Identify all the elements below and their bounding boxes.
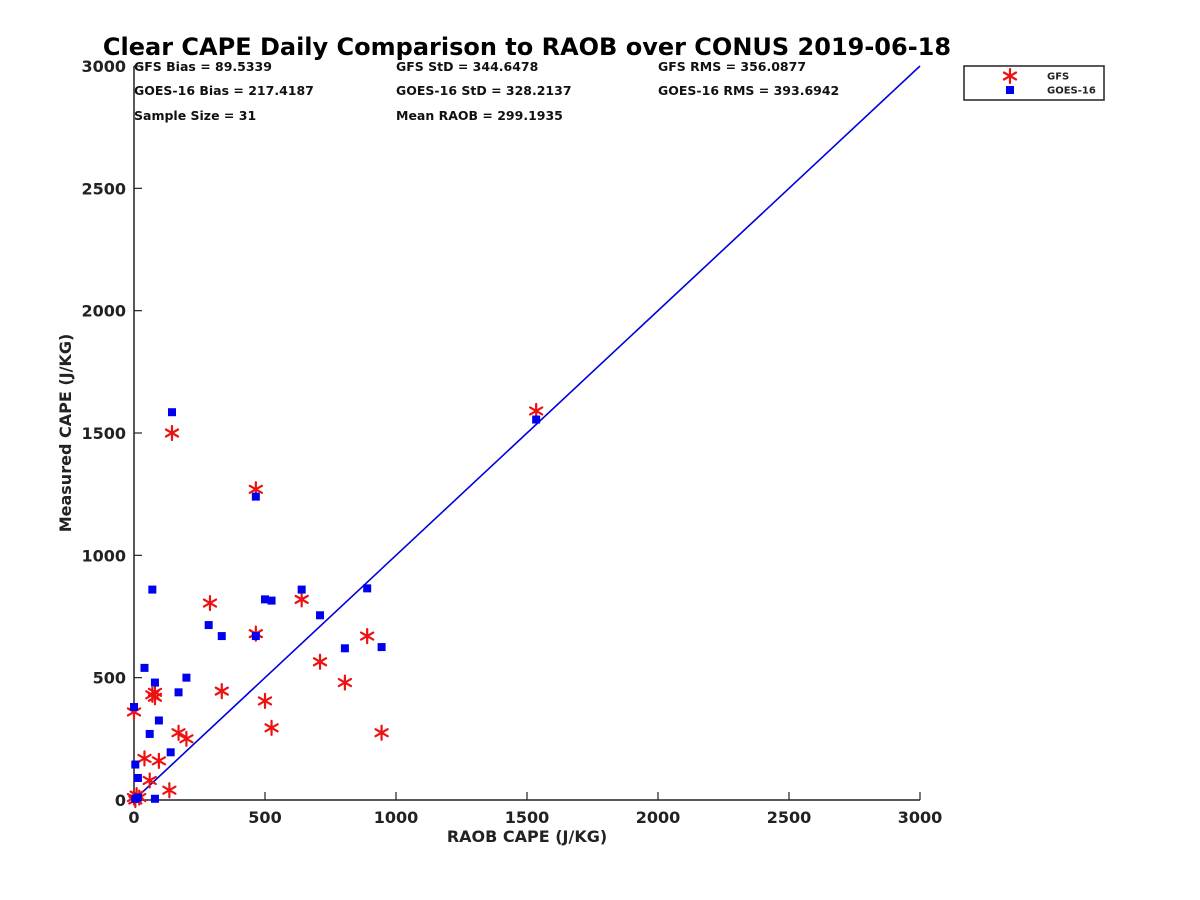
stat-text: GOES-16 Bias = 217.4187 xyxy=(134,83,314,98)
goes16-point xyxy=(363,584,372,593)
goes16-point xyxy=(150,678,159,687)
gfs-point xyxy=(360,627,375,645)
legend-marker-gfs xyxy=(1002,67,1018,85)
x-ticks: 0 500 1000 1500 2000 2500 3000 xyxy=(128,792,942,827)
goes16-point xyxy=(340,644,349,653)
gfs-point xyxy=(257,692,273,710)
legend-label: GFS xyxy=(1047,72,1069,83)
x-tick-label: 1000 xyxy=(374,808,419,827)
y-ticks: 0 500 1000 1500 2000 2500 3000 xyxy=(81,57,142,810)
y-tick-label: 500 xyxy=(93,669,126,688)
y-tick-label: 0 xyxy=(115,791,126,810)
one-to-one-line xyxy=(133,65,921,801)
x-tick-label: 500 xyxy=(248,808,281,827)
goes16-point xyxy=(133,793,142,802)
x-tick-label: 0 xyxy=(128,808,139,827)
data-points xyxy=(126,402,544,809)
goes16-point xyxy=(167,408,176,417)
goes16-point xyxy=(182,673,191,682)
chart-title: Clear CAPE Daily Comparison to RAOB over… xyxy=(103,33,951,61)
goes16-point xyxy=(154,716,163,725)
x-tick-label: 3000 xyxy=(898,808,943,827)
stat-text: GOES-16 StD = 328.2137 xyxy=(396,83,572,98)
stat-text: Sample Size = 31 xyxy=(134,108,256,123)
y-axis-label: Measured CAPE (J/KG) xyxy=(56,334,75,533)
gfs-point xyxy=(179,730,194,747)
y-tick-label: 3000 xyxy=(81,57,126,76)
legend: GFS GOES-16 xyxy=(963,65,1105,101)
goes16-point xyxy=(130,703,138,712)
x-tick-label: 1500 xyxy=(505,808,550,827)
goes16-point xyxy=(267,596,276,605)
stats-panel: GFS Bias = 89.5339 GFS StD = 344.6478 GFS … xyxy=(134,59,839,123)
gfs-point xyxy=(214,683,229,700)
stat-text: GOES-16 RMS = 393.6942 xyxy=(658,83,839,98)
legend-marker-goes16 xyxy=(1006,86,1014,94)
goes16-point xyxy=(251,492,260,501)
legend-box xyxy=(963,65,1105,101)
goes16-point xyxy=(140,663,149,672)
goes16-point xyxy=(297,585,306,594)
gfs-point xyxy=(162,782,177,799)
stat-text: GFS StD = 344.6478 xyxy=(396,59,538,74)
goes16-point xyxy=(261,595,269,604)
y-tick-label: 2000 xyxy=(81,302,126,321)
legend-label: GOES-16 xyxy=(1047,86,1096,97)
gfs-point xyxy=(171,724,186,741)
gfs-point xyxy=(147,684,163,701)
gfs-point xyxy=(264,719,279,736)
gfs-point xyxy=(151,752,167,769)
stat-text: GFS RMS = 356.0877 xyxy=(658,59,806,74)
goes16-point xyxy=(131,760,140,769)
gfs-point xyxy=(294,591,309,608)
goes16-point xyxy=(377,643,386,652)
stat-text: Mean RAOB = 299.1935 xyxy=(396,108,563,123)
goes16-point xyxy=(251,632,260,641)
goes16-point xyxy=(166,748,175,757)
x-tick-label: 2500 xyxy=(767,808,812,827)
goes16-point xyxy=(532,415,541,424)
gfs-point xyxy=(142,772,157,789)
goes16-point xyxy=(174,688,183,697)
gfs-point xyxy=(337,674,353,691)
y-tick-label: 1500 xyxy=(81,424,126,443)
goes16-point xyxy=(148,585,157,594)
goes16-point xyxy=(316,611,325,620)
gfs-point xyxy=(164,424,180,442)
gfs-point xyxy=(137,750,152,767)
gfs-point xyxy=(312,653,328,670)
stat-text: GFS Bias = 89.5339 xyxy=(134,59,272,74)
x-axis-label: RAOB CAPE (J/KG) xyxy=(447,827,607,846)
series-goes-16 xyxy=(130,408,541,803)
x-tick-label: 2000 xyxy=(636,808,681,827)
goes16-point xyxy=(217,632,226,641)
y-tick-label: 1000 xyxy=(81,546,126,565)
goes16-point xyxy=(133,773,142,782)
gfs-point xyxy=(202,594,218,612)
goes16-point xyxy=(204,621,213,630)
gfs-point xyxy=(374,724,389,741)
y-tick-label: 2500 xyxy=(81,179,126,198)
goes16-point xyxy=(145,729,154,738)
goes16-point xyxy=(150,794,159,803)
